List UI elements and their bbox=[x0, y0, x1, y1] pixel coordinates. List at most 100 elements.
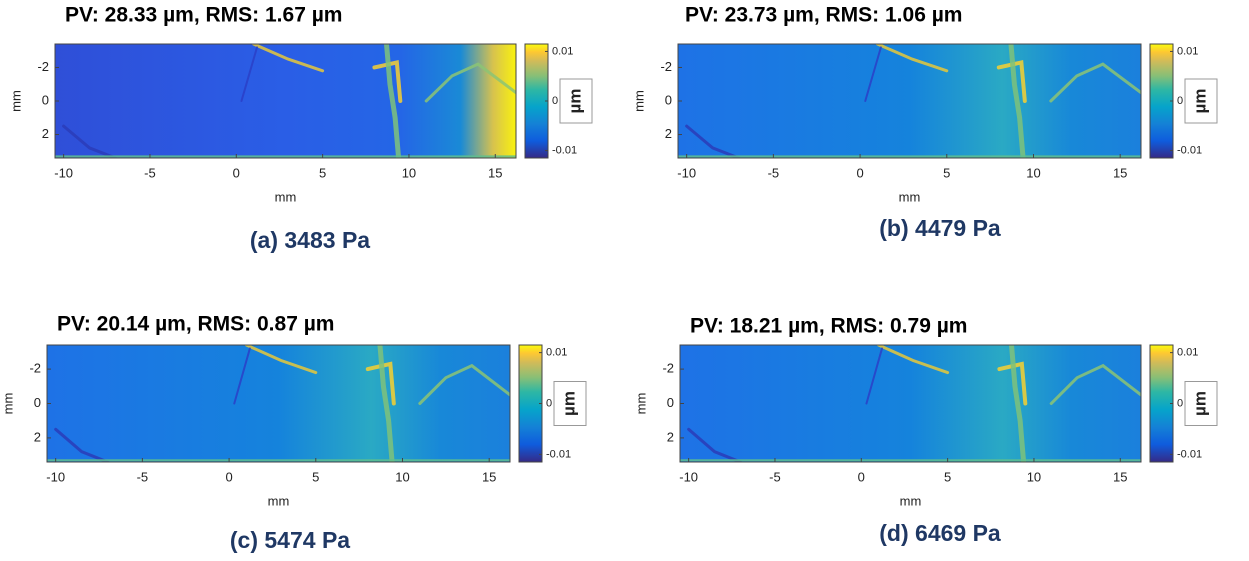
surface-feature bbox=[875, 44, 949, 73]
colorbar-label: µm bbox=[1190, 89, 1209, 114]
colorbar-tick-label: 0.01 bbox=[1177, 45, 1198, 57]
panel-title: PV: 23.73 µm, RMS: 1.06 µm bbox=[685, 4, 962, 27]
surface-base bbox=[47, 345, 510, 462]
x-tick-label: 15 bbox=[1113, 165, 1127, 180]
colorbar-label: µm bbox=[565, 89, 584, 114]
x-tick-label: 5 bbox=[944, 469, 951, 484]
surface-feature bbox=[244, 345, 318, 375]
x-tick-label: 5 bbox=[943, 165, 950, 180]
colorbar bbox=[1149, 43, 1174, 159]
x-tick-label: 10 bbox=[1027, 469, 1041, 484]
x-tick-label: 5 bbox=[312, 469, 319, 484]
colorbar-tick-label: -0.01 bbox=[552, 144, 577, 156]
colorbar-tick-label: 0 bbox=[552, 95, 558, 107]
y-tick-label: -2 bbox=[29, 361, 41, 376]
surface-feature bbox=[418, 363, 510, 405]
x-tick-label: -10 bbox=[677, 165, 696, 180]
colorbar bbox=[518, 344, 543, 463]
surface-feature bbox=[240, 46, 259, 102]
y-axis-label: mm bbox=[631, 90, 646, 112]
y-tick-label: 2 bbox=[42, 126, 49, 141]
surface-feature bbox=[864, 46, 882, 102]
panel-caption: (b) 4479 Pa bbox=[879, 215, 1001, 241]
x-tick-label: 10 bbox=[1026, 165, 1040, 180]
colorbar bbox=[524, 43, 549, 159]
surface-feature bbox=[365, 361, 396, 406]
colorbar-tick-label: 0 bbox=[1177, 397, 1183, 409]
x-axis-label: mm bbox=[900, 493, 922, 508]
panel-caption: (c) 5474 Pa bbox=[230, 527, 350, 553]
y-tick-label: -2 bbox=[662, 361, 674, 376]
y-tick-label: 0 bbox=[667, 395, 674, 410]
panel-caption: (d) 6469 Pa bbox=[879, 520, 1001, 546]
y-tick-label: 0 bbox=[42, 92, 49, 107]
surface-feature bbox=[252, 44, 325, 73]
surface-map bbox=[678, 44, 1141, 158]
panel-title: PV: 28.33 µm, RMS: 1.67 µm bbox=[65, 4, 342, 27]
x-tick-label: -5 bbox=[769, 469, 781, 484]
surface-feature bbox=[997, 361, 1028, 406]
colorbar-label-box bbox=[559, 78, 593, 124]
y-tick-label: 2 bbox=[667, 429, 674, 444]
x-axis-label: mm bbox=[899, 189, 921, 204]
surface-feature bbox=[1009, 345, 1027, 462]
surface-base bbox=[55, 44, 516, 158]
x-tick-label: 0 bbox=[233, 165, 240, 180]
panel-caption: (a) 3483 Pa bbox=[250, 227, 370, 253]
x-tick-label: 10 bbox=[395, 469, 409, 484]
y-tick-label: -2 bbox=[37, 59, 49, 74]
colorbar-tick-label: -0.01 bbox=[546, 448, 571, 460]
surface-feature bbox=[877, 345, 950, 375]
colorbar-label: µm bbox=[1190, 391, 1209, 416]
surface-map bbox=[55, 44, 516, 158]
x-tick-label: 15 bbox=[488, 165, 502, 180]
surface-map bbox=[680, 345, 1141, 462]
x-tick-label: -10 bbox=[46, 469, 65, 484]
x-tick-label: 5 bbox=[319, 165, 326, 180]
y-axis-label: mm bbox=[0, 393, 15, 415]
colorbar-tick-label: 0.01 bbox=[546, 347, 567, 359]
colorbar-tick-label: 0.01 bbox=[1177, 347, 1198, 359]
y-axis-label: mm bbox=[633, 393, 648, 415]
surface-feature bbox=[54, 427, 110, 462]
x-tick-label: -5 bbox=[144, 165, 156, 180]
surface-base bbox=[680, 345, 1141, 462]
y-axis-label: mm bbox=[8, 90, 23, 112]
x-axis-label: mm bbox=[275, 189, 297, 204]
y-tick-label: 2 bbox=[665, 126, 672, 141]
x-tick-label: 0 bbox=[856, 165, 863, 180]
colorbar-label-box bbox=[1184, 381, 1218, 426]
y-tick-label: 0 bbox=[34, 395, 41, 410]
x-tick-label: -5 bbox=[137, 469, 149, 484]
colorbar-label: µm bbox=[559, 391, 578, 416]
x-tick-label: 10 bbox=[402, 165, 416, 180]
surface-feature bbox=[377, 345, 395, 462]
colorbar-label-box bbox=[1184, 78, 1218, 124]
surface-feature bbox=[424, 62, 516, 103]
surface-feature bbox=[1049, 62, 1141, 103]
y-tick-label: -2 bbox=[660, 59, 672, 74]
surface-feature bbox=[233, 347, 251, 405]
colorbar-tick-label: 0 bbox=[546, 397, 552, 409]
surface-map bbox=[47, 345, 510, 462]
y-tick-label: 2 bbox=[34, 429, 41, 444]
x-tick-label: -5 bbox=[768, 165, 780, 180]
x-axis-label: mm bbox=[268, 493, 290, 508]
surface-feature bbox=[687, 427, 742, 462]
y-tick-label: 0 bbox=[665, 92, 672, 107]
x-tick-label: 0 bbox=[225, 469, 232, 484]
panel-title: PV: 20.14 µm, RMS: 0.87 µm bbox=[57, 313, 334, 336]
surface-feature bbox=[372, 59, 403, 103]
surface-feature bbox=[62, 124, 117, 158]
surface-feature bbox=[1008, 44, 1026, 158]
surface-feature bbox=[865, 347, 884, 405]
colorbar-tick-label: -0.01 bbox=[1177, 448, 1202, 460]
surface-feature bbox=[685, 124, 741, 158]
colorbar-label-box bbox=[553, 381, 587, 426]
panel-title: PV: 18.21 µm, RMS: 0.79 µm bbox=[690, 315, 967, 338]
x-tick-label: 15 bbox=[1113, 469, 1127, 484]
surface-feature bbox=[996, 59, 1027, 103]
colorbar-tick-label: 0.01 bbox=[552, 45, 573, 57]
surface-base bbox=[678, 44, 1141, 158]
